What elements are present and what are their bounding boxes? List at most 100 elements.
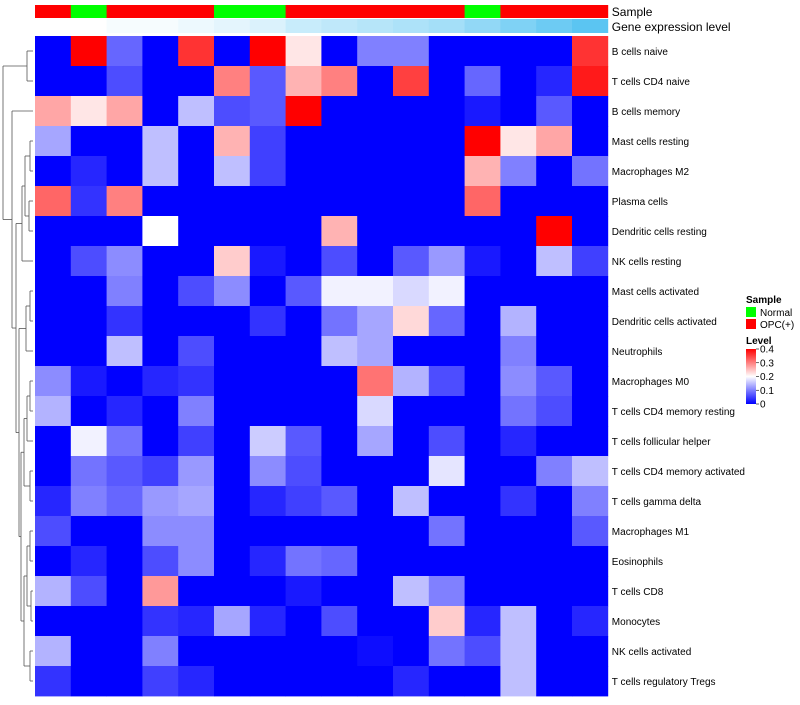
- heatmap-cell: [35, 486, 72, 517]
- heatmap-cell: [214, 606, 251, 637]
- heatmap-cell: [464, 516, 501, 547]
- heatmap-cell: [572, 636, 609, 667]
- heatmap-cell: [536, 666, 573, 697]
- heatmap-cell: [536, 276, 573, 307]
- heatmap-cell: [106, 366, 143, 397]
- heatmap-cell: [464, 336, 501, 367]
- heatmap-cell: [464, 546, 501, 577]
- heatmap-cell: [35, 636, 72, 667]
- heatmap-cell: [70, 576, 107, 607]
- row-label: Macrophages M0: [612, 377, 690, 388]
- expression-annotation-cell: [178, 19, 215, 33]
- expression-annotation-cell: [393, 19, 430, 33]
- heatmap-cell: [106, 306, 143, 337]
- row-dendrogram: [2, 50, 33, 682]
- heatmap-cell: [178, 666, 215, 697]
- heatmap-cell: [70, 36, 107, 67]
- sample-annotation-cell: [142, 5, 179, 18]
- heatmap-cell: [35, 426, 72, 457]
- heatmap-cell: [285, 276, 322, 307]
- legend-sample-title: Sample: [746, 295, 782, 306]
- sample-annotation-cell: [357, 5, 394, 18]
- heatmap-cell: [285, 96, 322, 127]
- heatmap-cell: [393, 276, 430, 307]
- heatmap-cell: [393, 156, 430, 187]
- heatmap-cell: [464, 216, 501, 247]
- row-label: B cells memory: [612, 107, 680, 118]
- heatmap-cell: [35, 606, 72, 637]
- heatmap-cell: [428, 516, 465, 547]
- row-label: NK cells resting: [612, 257, 681, 268]
- heatmap-cell: [70, 606, 107, 637]
- expression-annotation-cell: [142, 19, 179, 33]
- heatmap-cell: [142, 636, 179, 667]
- row-label: T cells CD4 memory activated: [612, 467, 745, 478]
- heatmap-cell: [142, 336, 179, 367]
- heatmap-cell: [464, 366, 501, 397]
- heatmap-cell: [214, 306, 251, 337]
- heatmap-cell: [70, 366, 107, 397]
- heatmap-cell: [464, 486, 501, 517]
- heatmap-cell: [285, 546, 322, 577]
- heatmap-cell: [178, 246, 215, 277]
- heatmap-cell: [214, 126, 251, 157]
- heatmap-cell: [142, 156, 179, 187]
- heatmap-cell: [178, 66, 215, 97]
- heatmap-cell: [464, 636, 501, 667]
- heatmap-cell: [357, 666, 394, 697]
- heatmap-cell: [357, 396, 394, 427]
- heatmap-cell: [428, 396, 465, 427]
- heatmap-cell: [214, 396, 251, 427]
- heatmap-cell: [142, 516, 179, 547]
- heatmap-cell: [35, 546, 72, 577]
- expression-annotation-cell: [321, 19, 358, 33]
- heatmap-cell: [35, 276, 72, 307]
- heatmap-cell: [357, 126, 394, 157]
- sample-annotation-cell: [70, 5, 107, 18]
- heatmap-cell: [357, 366, 394, 397]
- heatmap-cell: [500, 336, 537, 367]
- heatmap-cell: [285, 126, 322, 157]
- heatmap-cell: [321, 666, 358, 697]
- heatmap-cell: [428, 276, 465, 307]
- row-label: T cells gamma delta: [612, 497, 702, 508]
- heatmap-cell: [536, 456, 573, 487]
- heatmap-cell: [428, 306, 465, 337]
- heatmap-cell: [536, 606, 573, 637]
- heatmap-cell: [321, 606, 358, 637]
- heatmap-cell: [536, 426, 573, 457]
- heatmap-cell: [70, 96, 107, 127]
- heatmap-cell: [464, 36, 501, 67]
- heatmap-cell: [393, 186, 430, 217]
- heatmap-cell: [249, 336, 286, 367]
- heatmap-cell: [35, 576, 72, 607]
- legend-level-tick-label: 0.1: [760, 386, 774, 397]
- sample-annotation-title: Sample: [612, 5, 653, 19]
- heatmap-cell: [35, 336, 72, 367]
- heatmap-cell: [536, 36, 573, 67]
- heatmap-cell: [178, 96, 215, 127]
- heatmap-cell: [142, 246, 179, 277]
- sample-annotation-cell: [536, 5, 573, 18]
- heatmap-cell: [106, 486, 143, 517]
- heatmap-cell: [536, 66, 573, 97]
- heatmap-cell: [500, 36, 537, 67]
- heatmap-cell: [35, 66, 72, 97]
- heatmap-cell: [536, 396, 573, 427]
- heatmap-cell: [142, 186, 179, 217]
- heatmap-cell: [106, 66, 143, 97]
- heatmap-cell: [142, 306, 179, 337]
- heatmap-cell: [393, 426, 430, 457]
- heatmap-cell: [70, 276, 107, 307]
- heatmap-cell: [285, 366, 322, 397]
- heatmap-cell: [214, 216, 251, 247]
- heatmap-cell: [500, 576, 537, 607]
- heatmap-cell: [70, 546, 107, 577]
- heatmap-cell: [572, 306, 609, 337]
- expression-annotation-cell: [214, 19, 251, 33]
- heatmap-cell: [572, 456, 609, 487]
- heatmap-cell: [142, 486, 179, 517]
- row-label: T cells follicular helper: [612, 437, 711, 448]
- heatmap-cell: [464, 96, 501, 127]
